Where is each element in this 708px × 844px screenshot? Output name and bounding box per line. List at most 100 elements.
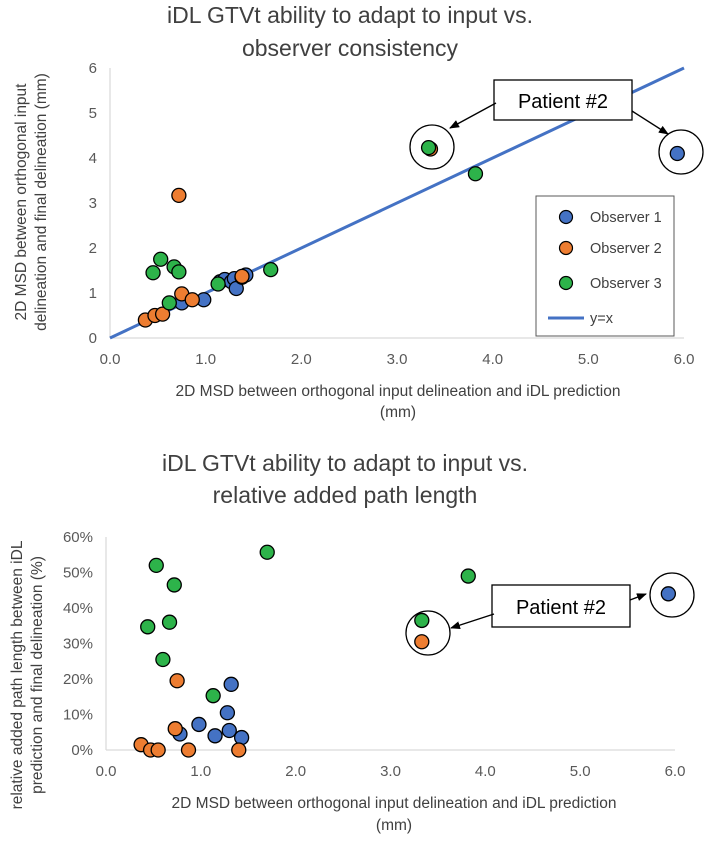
point-observer-2 (184, 292, 200, 308)
point-observer-3 (414, 612, 430, 629)
point-observer-1 (233, 729, 250, 746)
chart-2-callout-circles (405, 572, 695, 656)
chart-1-x-axis-label-line-2: (mm) (380, 404, 416, 421)
point-observer-2 (154, 306, 171, 322)
chart-2-axes (105, 537, 675, 751)
x-tick-label: 5.0 (570, 763, 591, 780)
callout-arrow-right (631, 110, 669, 135)
y-tick-label: 50% (63, 565, 93, 582)
chart-1-callout-circles (409, 124, 704, 175)
chart-2-x-axis-label-line-2: (mm) (376, 817, 412, 834)
chart-1-y-axis-label-line-1: 2D MSD between orthogonal input (13, 83, 30, 321)
y-tick-label: 2 (89, 240, 97, 257)
legend-label-observer-2: Observer 2 (590, 241, 662, 257)
y-tick-label: 0% (71, 742, 93, 759)
patient-2-ring-2 (649, 572, 695, 618)
chart-1-points (137, 139, 685, 328)
chart-1-callout: Patient #2 (449, 79, 669, 135)
x-tick-label: 6.0 (665, 763, 686, 780)
patient-2-ring-1 (409, 124, 455, 170)
x-tick-label: 5.0 (578, 351, 599, 368)
x-tick-label: 1.0 (190, 763, 211, 780)
point-observer-3 (171, 264, 187, 280)
point-observer-2 (180, 742, 197, 758)
legend-label-y-equals-x: y=x (590, 311, 614, 327)
chart-1-title-line-2: observer consistency (242, 35, 459, 61)
legend-label-observer-1: Observer 1 (590, 210, 662, 226)
chart-2-y-axis-label-line-2: prediction and final delineation (%) (29, 556, 46, 794)
chart-2-x-tick-labels: 0.0 1.0 2.0 3.0 4.0 5.0 6.0 (96, 763, 686, 780)
point-observer-3 (205, 688, 221, 704)
chart-2-callout: Patient #2 (450, 584, 647, 630)
legend-marker-observer-3 (558, 275, 574, 291)
x-tick-label: 3.0 (387, 351, 408, 368)
point-observer-2 (167, 721, 183, 737)
point-observer-2 (234, 268, 250, 285)
callout-box (493, 79, 633, 121)
y-tick-label: 0 (89, 330, 97, 347)
chart-2-points (133, 544, 677, 758)
y-tick-label: 10% (63, 707, 93, 724)
point-observer-3 (210, 276, 226, 292)
point-observer-2 (171, 187, 187, 204)
chart-1-y-tick-labels: 0 1 2 3 4 5 6 (89, 60, 97, 347)
callout-label: Patient #2 (518, 91, 608, 113)
callout-arrow-left (450, 613, 495, 630)
y-tick-label: 60% (63, 529, 93, 546)
y-tick-label: 20% (63, 671, 93, 688)
point-observer-2 (231, 742, 247, 758)
point-observer-1 (223, 676, 239, 692)
legend-label-observer-3: Observer 3 (590, 276, 662, 292)
point-observer-2 (414, 634, 430, 650)
chart-1-x-axis-label-line-1: 2D MSD between orthogonal input delineat… (176, 383, 621, 400)
point-observer-2 (150, 742, 166, 758)
point-observer-1 (207, 728, 223, 744)
point-observer-1 (221, 722, 237, 739)
callout-arrow-right (629, 593, 647, 601)
x-tick-label: 0.0 (96, 763, 117, 780)
x-tick-label: 4.0 (475, 763, 496, 780)
chart-1-y-axis-label-line-2: delineation and final delineation (mm) (33, 73, 50, 331)
point-observer-3 (420, 139, 437, 156)
callout-box (491, 584, 631, 628)
y-tick-label: 3 (89, 195, 97, 212)
chart-1-title-line-1: iDL GTVt ability to adapt to input vs. (167, 2, 533, 28)
chart-2-y-tick-labels: 0% 10% 20% 30% 40% 50% 60% (63, 529, 93, 759)
x-tick-label: 6.0 (674, 351, 695, 368)
chart-1-axes (109, 68, 684, 339)
point-observer-3 (166, 577, 182, 593)
legend-marker-observer-2 (558, 240, 574, 256)
y-tick-label: 6 (89, 60, 97, 77)
chart-2-y-axis-label-line-1: relative added path length between iDL (9, 540, 26, 809)
point-observer-1 (219, 705, 236, 721)
chart-2-title-line-2: relative added path length (213, 482, 478, 508)
legend-box (535, 195, 675, 337)
point-observer-3 (460, 568, 476, 584)
x-tick-label: 2.0 (291, 351, 312, 368)
point-observer-1 (191, 716, 207, 733)
chart-1-x-tick-labels: 0.0 1.0 2.0 3.0 4.0 5.0 6.0 (100, 351, 695, 368)
x-tick-label: 3.0 (380, 763, 401, 780)
y-tick-label: 4 (89, 150, 97, 167)
chart-1: iDL GTVt ability to adapt to input vs. o… (13, 2, 704, 421)
point-observer-1 (660, 586, 677, 602)
x-tick-label: 0.0 (100, 351, 121, 368)
chart-1-legend: Observer 1 Observer 2 Observer 3 y=x (535, 195, 675, 337)
point-observer-3 (263, 261, 279, 278)
chart-2: iDL GTVt ability to adapt to input vs. r… (9, 450, 695, 834)
x-tick-label: 2.0 (285, 763, 306, 780)
point-observer-3 (155, 651, 171, 668)
patient-2-ring-1 (405, 610, 451, 656)
chart-2-title-line-1: iDL GTVt ability to adapt to input vs. (162, 450, 528, 476)
point-observer-3 (153, 251, 169, 267)
point-observer-2 (169, 673, 185, 689)
y-tick-label: 1 (89, 285, 97, 302)
point-observer-1 (669, 145, 685, 162)
patient-2-ring-2 (658, 129, 704, 175)
x-tick-label: 4.0 (482, 351, 503, 368)
point-observer-3 (161, 295, 177, 311)
chart-2-x-axis-label-line-1: 2D MSD between orthogonal input delineat… (172, 795, 617, 812)
callout-label: Patient #2 (516, 597, 606, 619)
